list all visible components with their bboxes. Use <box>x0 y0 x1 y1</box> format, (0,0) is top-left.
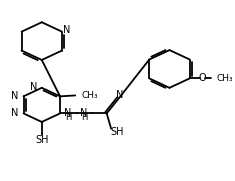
Text: SH: SH <box>35 135 49 145</box>
Text: SH: SH <box>110 127 123 137</box>
Text: CH₃: CH₃ <box>82 91 98 100</box>
Text: N: N <box>63 25 70 35</box>
Text: N: N <box>11 108 19 118</box>
Text: N: N <box>116 90 124 100</box>
Text: N: N <box>30 82 37 92</box>
Text: H: H <box>81 113 87 122</box>
Text: CH₃: CH₃ <box>217 74 233 83</box>
Text: N: N <box>80 108 87 118</box>
Text: H: H <box>65 113 71 122</box>
Text: N: N <box>64 108 72 118</box>
Text: N: N <box>11 91 19 101</box>
Text: O: O <box>199 73 206 83</box>
